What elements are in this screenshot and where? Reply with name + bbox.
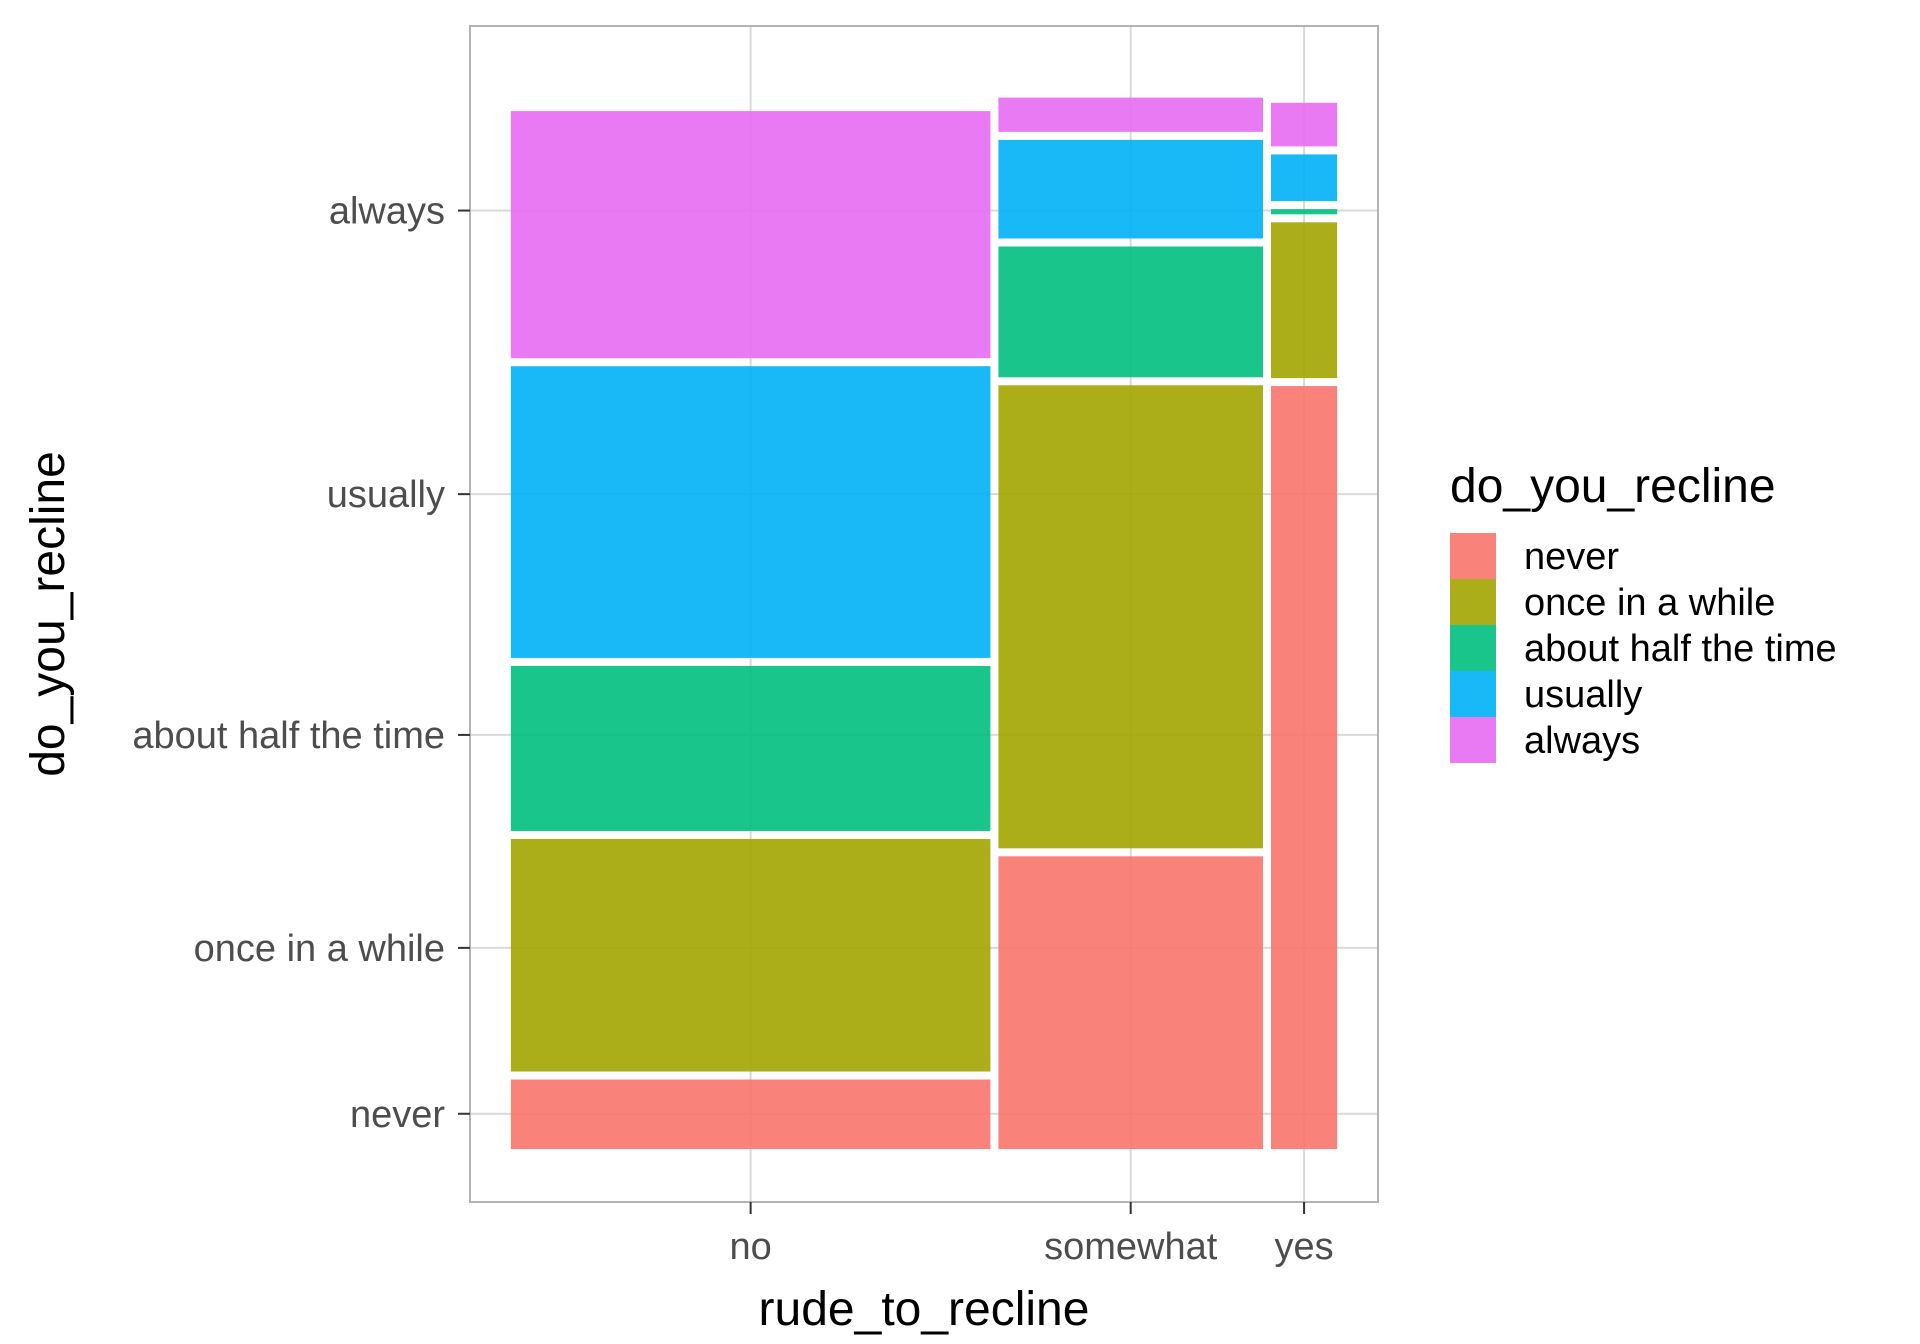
tile-yes-never <box>1270 386 1338 1150</box>
panel-border <box>469 25 1379 1203</box>
tile-somewhat-once-in-a-while <box>998 385 1263 849</box>
legend-label-about-half-the-time: about half the time <box>1524 628 1837 670</box>
tile-no-once-in-a-while <box>510 838 991 1072</box>
legend-key-never <box>1450 533 1496 579</box>
legend-label-never: never <box>1524 536 1619 578</box>
tile-no-about-half-the-time <box>510 665 991 831</box>
x-tick-label-no: no <box>729 1226 771 1268</box>
legend-key-always <box>1450 717 1496 763</box>
tile-no-usually <box>510 366 991 658</box>
legend-key-once-in-a-while <box>1450 579 1496 625</box>
tile-yes-always <box>1270 102 1338 147</box>
y-tick-label-always: always <box>329 191 445 233</box>
y-tick-label-never: never <box>350 1094 445 1136</box>
legend-key-about-half-the-time <box>1450 625 1496 671</box>
x-axis: no somewhat yes <box>729 1202 1334 1268</box>
mosaic-tiles <box>510 97 1338 1150</box>
y-tick-label-once-in-a-while: once in a while <box>194 928 445 970</box>
legend-label-always: always <box>1524 720 1640 762</box>
tile-no-never <box>510 1079 991 1150</box>
y-tick-label-about-half-the-time: about half the time <box>132 715 445 757</box>
tile-somewhat-always <box>998 97 1263 132</box>
x-axis-title: rude_to_recline <box>759 1283 1090 1336</box>
tile-yes-about-half-the-time <box>1270 209 1338 215</box>
tile-somewhat-never <box>998 856 1263 1150</box>
y-axis-title: do_you_recline <box>22 451 75 777</box>
tile-yes-once-in-a-while <box>1270 222 1338 379</box>
legend-key-usually <box>1450 671 1496 717</box>
tile-somewhat-usually <box>998 139 1263 239</box>
x-tick-label-somewhat: somewhat <box>1044 1226 1218 1268</box>
legend-label-usually: usually <box>1524 674 1642 716</box>
x-tick-label-yes: yes <box>1274 1226 1333 1268</box>
tile-no-always <box>510 111 991 359</box>
y-tick-label-usually: usually <box>327 474 445 516</box>
legend-title: do_you_recline <box>1450 460 1776 513</box>
tile-yes-usually <box>1270 154 1338 202</box>
legend-label-once-in-a-while: once in a while <box>1524 582 1775 624</box>
y-axis: never once in a while about half the time u… <box>132 191 470 1136</box>
tile-somewhat-about-half-the-time <box>998 246 1263 378</box>
